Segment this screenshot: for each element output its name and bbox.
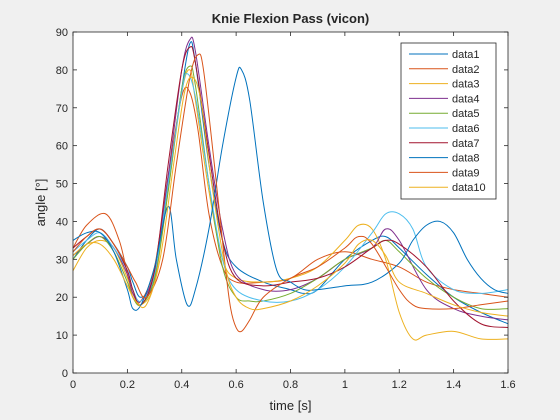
x-tick-label: 1.2 (392, 379, 407, 391)
y-tick-label: 70 (56, 103, 68, 115)
x-tick-label: 1 (342, 379, 348, 391)
x-tick-label: 0.8 (283, 379, 298, 391)
y-tick-label: 90 (56, 27, 68, 39)
x-axis-label: time [s] (270, 398, 312, 413)
series-line-data4 (72, 36, 509, 321)
y-tick-label: 10 (56, 330, 68, 342)
series-line-data8 (72, 66, 509, 311)
series-line-data10 (72, 76, 509, 317)
y-tick-label: 30 (56, 254, 68, 266)
x-tick-label: 0 (70, 379, 76, 391)
y-axis-label: angle [°] (33, 179, 48, 227)
series-layer (72, 36, 509, 341)
legend-label-data4: data4 (452, 93, 480, 105)
legend-label-data6: data6 (452, 123, 480, 135)
series-line-data7 (72, 46, 509, 329)
y-tick-label: 60 (56, 141, 68, 153)
tick-layer: 0 0.2 0.4 0.6 0.8 1 1.2 1.4 1.6 0 10 20 30 40 50 60 70 80… (56, 27, 516, 391)
legend-label-data2: data2 (452, 64, 480, 76)
y-tick-label: 0 (62, 368, 68, 380)
legend-label-data8: data8 (452, 153, 480, 165)
legend: data1 data2 data3 data4 data5 data6 data7 data8… (400, 42, 497, 200)
legend-label-data1: data1 (452, 49, 480, 61)
y-tick-label: 50 (56, 179, 68, 191)
y-tick-label: 80 (56, 65, 68, 77)
legend-label-data5: data5 (452, 108, 480, 120)
chart-title: Knie Flexion Pass (vicon) (212, 11, 370, 26)
x-tick-label: 0.6 (228, 379, 243, 391)
y-tick-label: 20 (56, 292, 68, 304)
x-tick-label: 0.2 (120, 379, 135, 391)
series-line-data5 (72, 65, 509, 310)
legend-label-data9: data9 (452, 167, 480, 179)
x-tick-label: 1.4 (446, 379, 461, 391)
y-tick-label: 40 (56, 216, 68, 228)
legend-label-data10: data10 (452, 182, 486, 194)
x-tick-label: 1.6 (500, 379, 515, 391)
legend-label-data3: data3 (452, 79, 480, 91)
legend-box (400, 42, 497, 200)
series-line-data9 (72, 53, 509, 333)
legend-label-data7: data7 (452, 138, 480, 150)
x-tick-label: 0.4 (174, 379, 189, 391)
